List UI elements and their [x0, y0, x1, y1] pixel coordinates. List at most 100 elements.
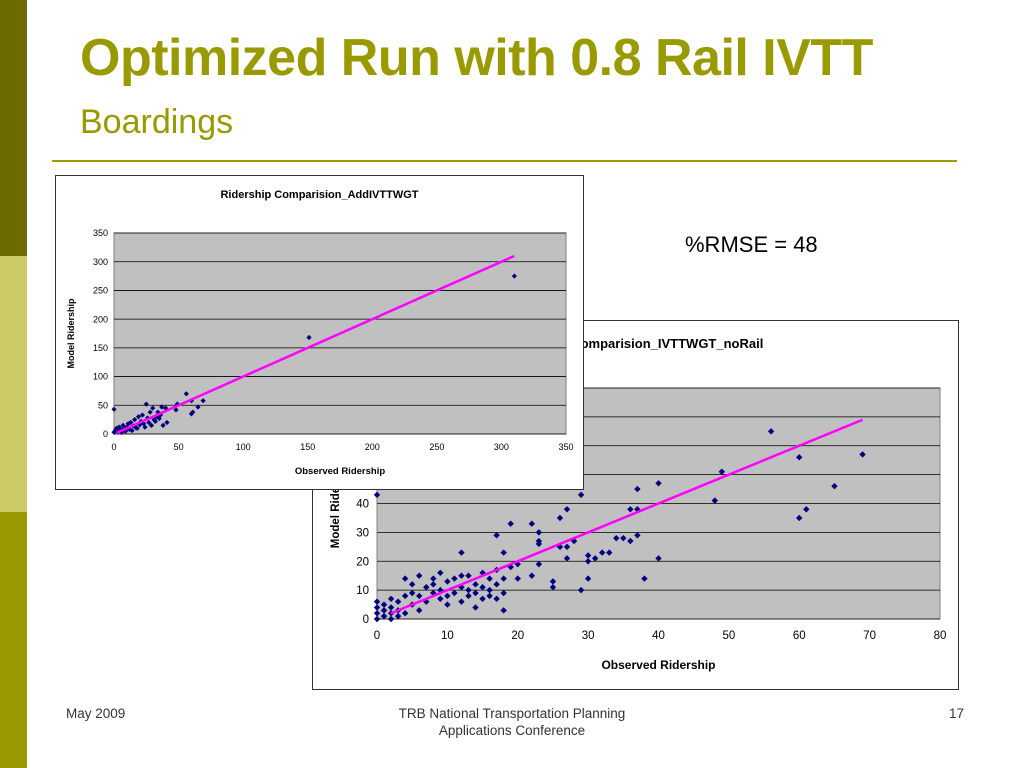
x-tick-label: 350 — [558, 442, 573, 452]
data-point — [135, 414, 142, 420]
y-tick-label: 150 — [93, 343, 108, 353]
data-point — [416, 572, 423, 579]
data-point — [486, 592, 493, 600]
decorative-stripe-top — [0, 0, 27, 256]
data-point — [465, 592, 472, 600]
x-tick-label: 60 — [793, 630, 806, 642]
data-point — [634, 485, 641, 493]
data-point — [535, 529, 543, 536]
decorative-stripe-middle — [0, 256, 27, 512]
y-tick-label: 100 — [93, 372, 108, 382]
footer-conference-line2: Applications Conference — [438, 722, 586, 738]
data-point — [493, 595, 500, 602]
data-point — [479, 584, 486, 591]
data-point — [157, 412, 164, 418]
data-point — [416, 607, 423, 614]
data-point — [511, 273, 517, 279]
data-point — [373, 491, 381, 499]
data-point — [549, 578, 557, 585]
x-tick-label: 100 — [236, 442, 251, 452]
data-point — [584, 552, 592, 559]
x-tick-label: 80 — [934, 630, 947, 642]
data-point — [373, 598, 381, 605]
data-point — [620, 534, 627, 542]
x-tick-label: 70 — [863, 630, 876, 642]
decorative-stripe-bottom — [0, 512, 27, 768]
x-tick-label: 50 — [174, 442, 184, 452]
y-tick-label: 20 — [356, 556, 369, 568]
x-tick-label: 50 — [722, 630, 735, 642]
data-point — [831, 482, 838, 490]
data-point — [401, 592, 409, 600]
data-point — [128, 419, 134, 426]
y-tick-label: 300 — [93, 257, 108, 267]
data-point — [486, 586, 493, 594]
data-point — [577, 491, 585, 499]
data-point — [796, 454, 803, 461]
data-point — [183, 391, 189, 397]
data-point — [111, 429, 117, 435]
data-point — [164, 419, 170, 426]
data-point — [408, 589, 416, 597]
data-point — [655, 555, 662, 562]
y-tick-label: 350 — [93, 228, 108, 238]
data-point — [528, 572, 536, 579]
x-tick-label: 200 — [365, 442, 380, 452]
y-tick-label: 0 — [103, 429, 108, 439]
y-tick-label: 40 — [356, 499, 369, 511]
footer-conference-line1: TRB National Transportation Planning — [398, 706, 626, 721]
x-axis-label: Observed Ridership — [295, 466, 385, 477]
y-tick-label: 200 — [93, 314, 108, 324]
data-point — [408, 581, 416, 588]
y-tick-label: 50 — [98, 400, 108, 410]
footer-conference: TRB National Transportation Planning App… — [362, 706, 662, 740]
data-point — [387, 595, 395, 602]
x-tick-label: 250 — [429, 442, 444, 452]
data-point — [500, 607, 507, 614]
data-point — [500, 549, 507, 556]
y-tick-label: 10 — [356, 585, 369, 597]
data-point — [563, 543, 571, 551]
x-tick-label: 300 — [494, 442, 509, 452]
title-divider — [52, 160, 957, 162]
x-axis-label: Observed Ridership — [601, 658, 715, 672]
data-point — [143, 401, 149, 407]
chart-addivttwgt: Ridership Comparision_AddIVTTWGT 0 50 100 15… — [55, 175, 584, 490]
data-point — [859, 451, 866, 458]
rmse-label: %RMSE = 48 — [685, 232, 818, 257]
data-point — [444, 601, 451, 608]
x-tick-label: 150 — [300, 442, 315, 452]
data-point — [444, 578, 451, 585]
data-point — [458, 572, 465, 579]
footer-date: May 2009 — [66, 706, 126, 721]
trend-line — [116, 254, 515, 434]
data-point — [117, 426, 124, 433]
data-point — [430, 581, 437, 588]
data-point — [577, 586, 585, 594]
data-point — [472, 581, 479, 588]
data-point — [479, 595, 486, 602]
data-point — [173, 407, 179, 413]
slide-title: Optimized Run with 0.8 Rail IVTT — [80, 29, 873, 87]
x-tick-label: 40 — [652, 630, 665, 642]
chart-title: Ridership Comparision_AddIVTTWGT — [220, 189, 418, 201]
data-point — [584, 575, 592, 582]
data-point — [556, 514, 564, 522]
data-point — [152, 418, 158, 424]
x-tick-label: 0 — [111, 442, 116, 452]
data-point — [134, 425, 140, 431]
data-point — [465, 572, 472, 579]
x-tick-label: 30 — [582, 630, 595, 642]
data-point — [373, 610, 381, 617]
data-point — [718, 468, 726, 475]
data-point — [373, 615, 381, 623]
data-point — [139, 412, 146, 418]
data-point — [119, 429, 125, 435]
data-point — [387, 615, 395, 623]
data-point — [380, 601, 388, 608]
trend-line — [390, 418, 864, 615]
x-tick-label: 0 — [374, 630, 380, 642]
data-point — [796, 514, 803, 522]
data-point — [584, 558, 592, 565]
data-point — [401, 610, 409, 617]
